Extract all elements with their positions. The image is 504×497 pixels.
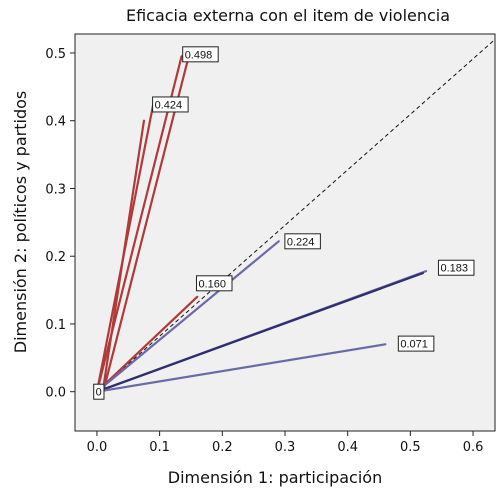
data-label-box — [284, 233, 321, 250]
data-label-value: 0.160 — [198, 278, 226, 290]
series-line-5 — [95, 295, 199, 393]
data-label-box — [397, 335, 435, 352]
y-tick-label: 0.0 — [45, 386, 66, 401]
data-label-box — [152, 96, 189, 113]
data-label-7: 0 — [93, 383, 105, 400]
data-label-6: 0.071 — [397, 335, 435, 352]
y-tick-label: 0.2 — [45, 250, 66, 265]
data-label-1: 0.498 — [182, 46, 219, 63]
data-label-value: 0.071 — [400, 339, 428, 351]
y-tick-label: 0.4 — [45, 115, 66, 130]
data-label-value: 0.498 — [185, 49, 213, 61]
axes-layer: 0.0 0.1 0.2 0.3 0.4 0.5 0.6 0.0 0.1 0.2 0.3 0.4 0.5 — [45, 47, 483, 455]
series-line-9 — [95, 343, 387, 393]
x-tick-label: 0.6 — [463, 440, 484, 455]
data-label-value: 0 — [96, 387, 102, 399]
x-tick-label: 0.1 — [149, 440, 170, 455]
x-tick-label: 0.0 — [87, 440, 108, 455]
data-label-2: 0.424 — [152, 96, 189, 113]
data-label-3: 0.224 — [284, 233, 321, 250]
y-axis-label: Dimensión 2: políticos y partidos — [11, 91, 30, 353]
reference-diagonal-line — [96, 39, 496, 393]
data-label-5: 0.183 — [437, 259, 475, 276]
y-tick-label: 0.5 — [45, 47, 66, 62]
data-label-value: 0.183 — [440, 263, 468, 275]
data-label-value: 0.424 — [155, 99, 183, 111]
data-label-box — [437, 259, 475, 276]
x-tick-label: 0.4 — [337, 440, 358, 455]
series-line-2 — [102, 58, 189, 393]
data-label-layer: 0.498 0.424 0.224 0.160 0.183 0.071 0 — [93, 46, 475, 400]
x-tick-label: 0.3 — [275, 440, 296, 455]
plot-area — [74, 33, 496, 432]
x-tick-label: 0.2 — [212, 440, 233, 455]
y-tick-label: 0.1 — [45, 318, 66, 333]
reference-line-layer — [96, 39, 496, 393]
data-label-value: 0.224 — [287, 236, 315, 248]
series-line-8 — [95, 272, 425, 393]
data-label-4: 0.160 — [195, 275, 233, 292]
data-label-box — [93, 383, 105, 400]
y-tick-label: 0.3 — [45, 182, 66, 197]
chart-title: Eficacia externa con el item de violenci… — [126, 6, 450, 25]
x-axis-label: Dimensión 1: participación — [168, 468, 382, 487]
series-line-6 — [95, 240, 280, 393]
x-tick-label: 0.5 — [400, 440, 421, 455]
data-label-box — [195, 275, 233, 292]
series-line-4 — [102, 119, 146, 390]
data-label-box — [182, 46, 219, 63]
